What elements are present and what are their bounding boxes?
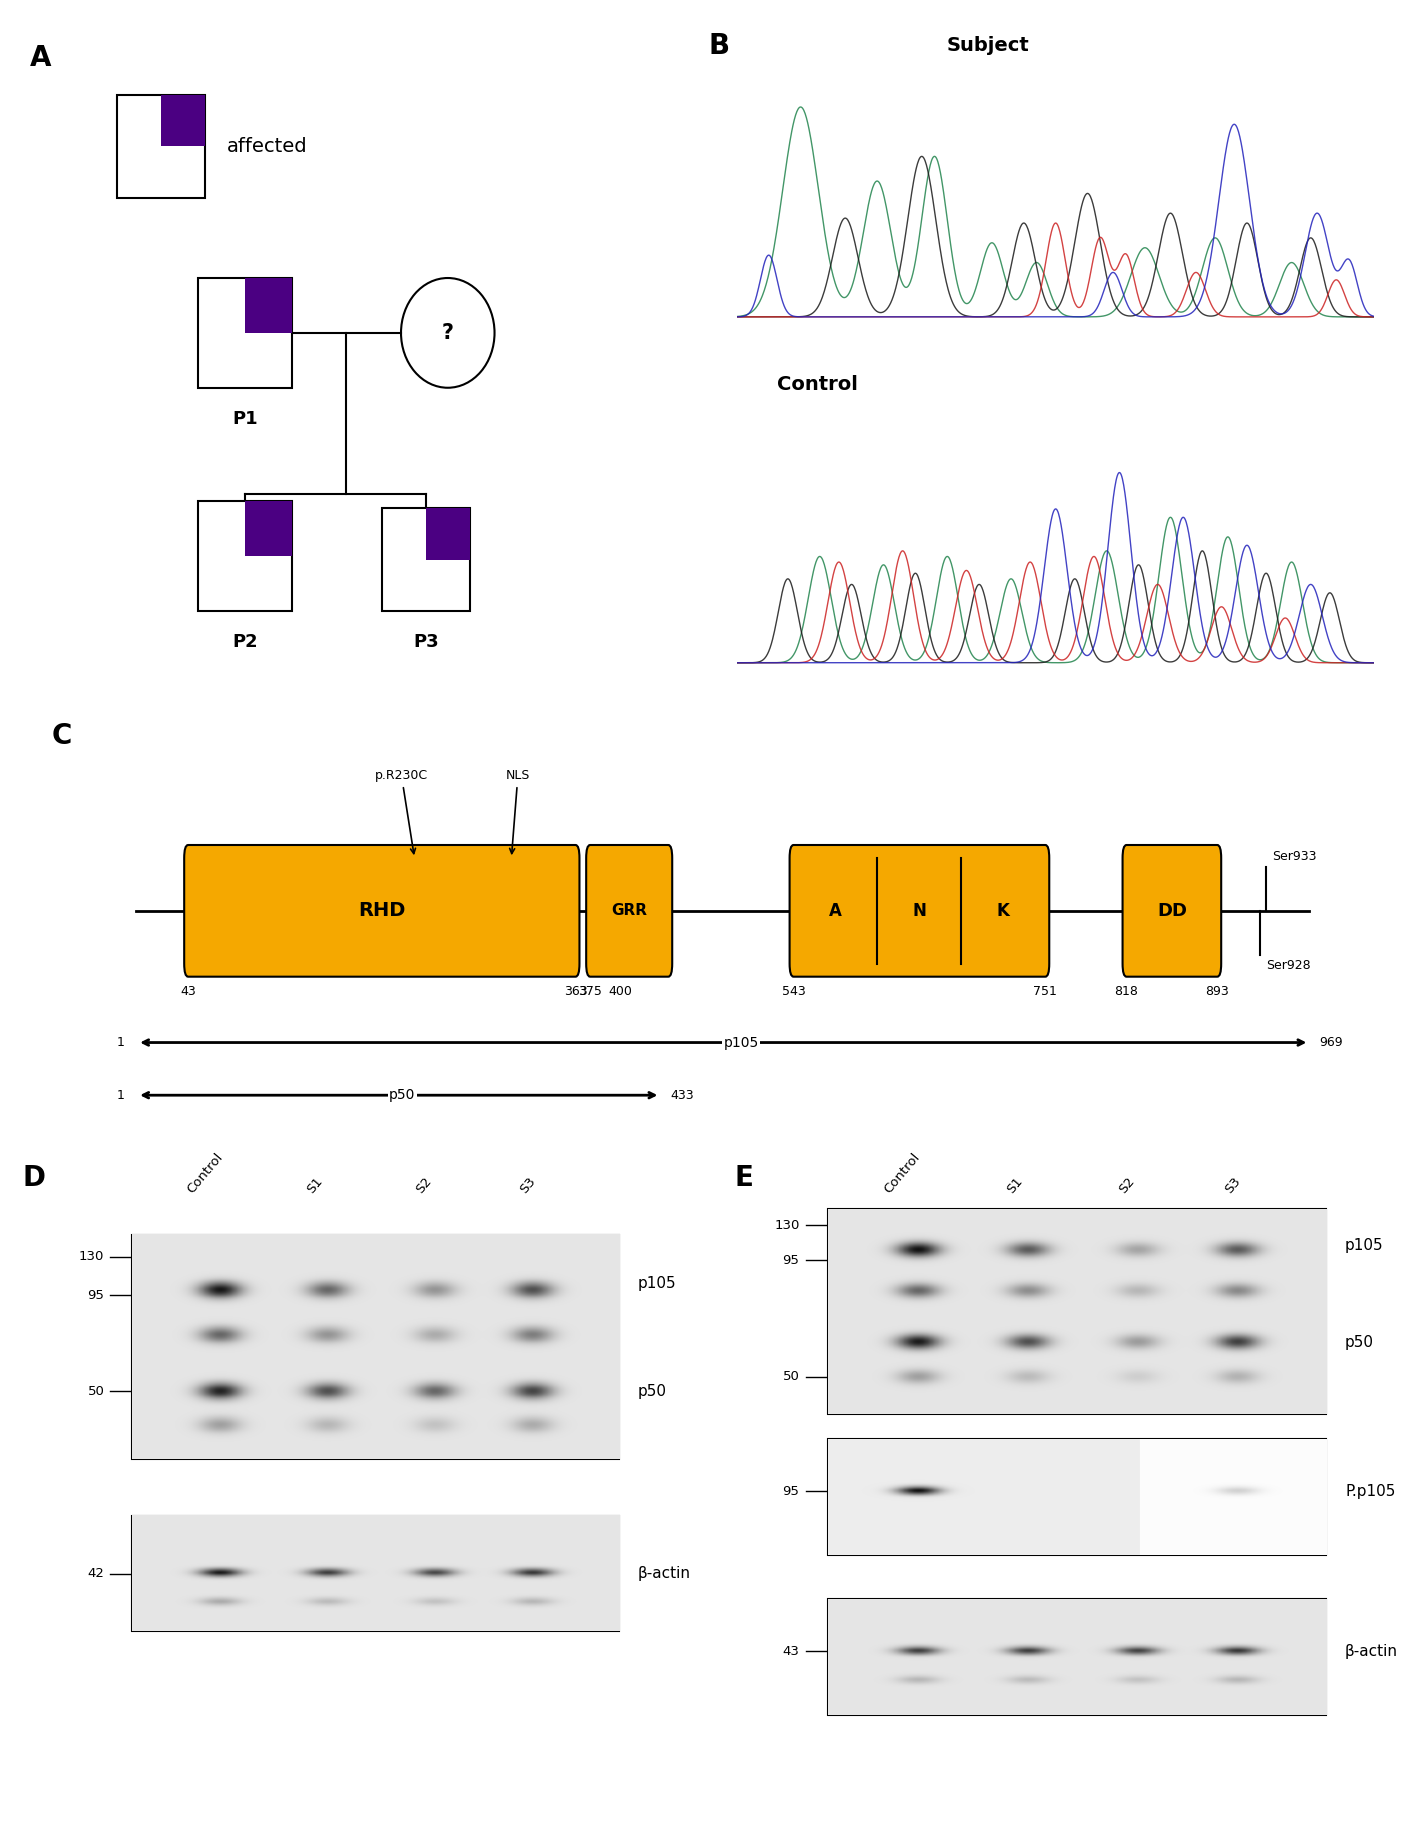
Bar (162, 95, 204, 146)
Text: ?: ? (442, 324, 453, 342)
Text: p105: p105 (638, 1277, 676, 1291)
Text: p105: p105 (724, 1035, 760, 1050)
Text: 433: 433 (670, 1088, 694, 1101)
FancyBboxPatch shape (587, 845, 672, 977)
Text: 543: 543 (782, 986, 805, 999)
Text: K: K (998, 902, 1010, 920)
Text: 1: 1 (116, 1035, 125, 1050)
Text: A: A (30, 44, 51, 71)
Bar (245, 501, 292, 556)
Text: S3: S3 (517, 1174, 538, 1196)
Text: 42: 42 (88, 1567, 105, 1580)
Text: NLS: NLS (506, 770, 530, 854)
Text: S1: S1 (305, 1174, 324, 1196)
Text: 400: 400 (608, 986, 632, 999)
Text: 130: 130 (774, 1218, 799, 1233)
Bar (828, 1439, 1326, 1555)
Text: Control: Control (881, 1150, 922, 1196)
Circle shape (401, 278, 495, 388)
Text: p50: p50 (1345, 1335, 1374, 1350)
Text: p50: p50 (390, 1088, 415, 1103)
Text: S2: S2 (1117, 1174, 1138, 1196)
Bar (383, 508, 469, 611)
Text: P2: P2 (232, 633, 258, 651)
Text: Control: Control (184, 1150, 225, 1196)
Text: RHD: RHD (359, 902, 405, 920)
Text: Control: Control (777, 375, 857, 393)
Text: 969: 969 (1319, 1035, 1343, 1050)
Text: β-actin: β-actin (638, 1566, 690, 1582)
Text: C: C (51, 722, 72, 750)
Bar (828, 1209, 1326, 1414)
Text: 751: 751 (1033, 986, 1057, 999)
Text: 43: 43 (782, 1644, 799, 1657)
Bar (245, 278, 292, 333)
Bar (828, 1599, 1326, 1716)
Text: 50: 50 (88, 1385, 105, 1397)
Bar (132, 1235, 619, 1460)
Text: 363: 363 (564, 986, 588, 999)
Text: p50: p50 (638, 1385, 666, 1399)
Text: 95: 95 (782, 1485, 799, 1498)
Text: 1: 1 (116, 1088, 125, 1101)
Text: 95: 95 (782, 1253, 799, 1267)
Text: S3: S3 (1223, 1174, 1243, 1196)
Text: B: B (708, 31, 730, 60)
Bar (198, 278, 292, 388)
Text: affected: affected (227, 137, 307, 155)
Bar (118, 95, 204, 198)
FancyBboxPatch shape (1122, 845, 1221, 977)
Text: DD: DD (1156, 902, 1187, 920)
Bar (198, 501, 292, 611)
Bar (132, 1516, 619, 1631)
Text: GRR: GRR (611, 904, 648, 918)
Text: Subject: Subject (947, 37, 1029, 55)
Text: 130: 130 (79, 1251, 105, 1264)
FancyBboxPatch shape (789, 845, 1049, 977)
Text: 95: 95 (88, 1289, 105, 1302)
FancyBboxPatch shape (184, 845, 580, 977)
Text: Ser933: Ser933 (1272, 849, 1316, 863)
Text: S1: S1 (1005, 1174, 1024, 1196)
Text: Ser928: Ser928 (1267, 958, 1311, 973)
Text: p105: p105 (1345, 1238, 1383, 1253)
Text: 375: 375 (578, 986, 602, 999)
Text: 893: 893 (1206, 986, 1229, 999)
Text: 43: 43 (180, 986, 196, 999)
Text: N: N (913, 902, 927, 920)
Text: A: A (829, 902, 842, 920)
Text: p.R230C: p.R230C (376, 770, 428, 854)
Text: D: D (23, 1165, 45, 1193)
Bar (427, 508, 469, 560)
Text: P1: P1 (232, 410, 258, 428)
Text: P.p105: P.p105 (1345, 1483, 1396, 1498)
Text: β-actin: β-actin (1345, 1644, 1399, 1659)
Text: 50: 50 (782, 1370, 799, 1383)
Text: E: E (734, 1165, 752, 1193)
Text: 818: 818 (1115, 986, 1138, 999)
Text: P3: P3 (414, 633, 439, 651)
Text: S2: S2 (414, 1174, 435, 1196)
